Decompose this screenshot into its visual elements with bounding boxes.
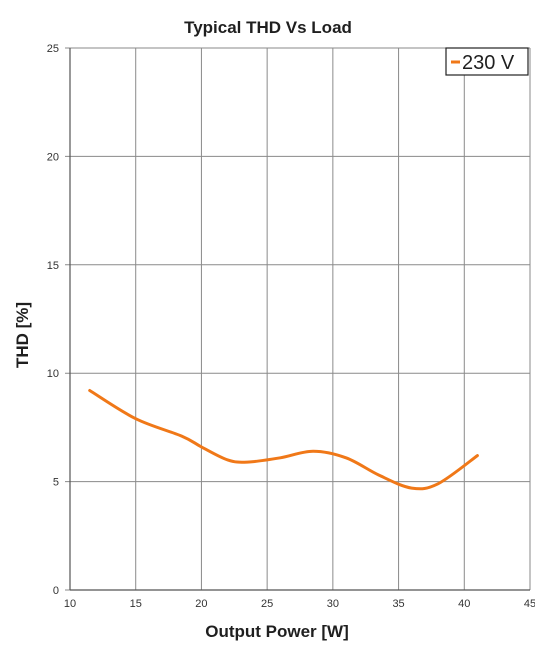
legend-label-230v: 230 V: [462, 52, 515, 74]
tick-labels: 10 15 20 25 30 35 40 45 0 5 10 15 20 25: [47, 43, 535, 610]
y-tick-label: 5: [53, 477, 59, 489]
x-tick-label: 35: [392, 598, 404, 610]
x-axis-title: Output Power [W]: [205, 622, 349, 641]
x-tick-label: 15: [130, 598, 142, 610]
series-layer: [88, 389, 479, 491]
y-tick-label: 0: [53, 585, 59, 597]
x-tick-label: 10: [64, 598, 76, 610]
y-axis-title: THD [%]: [13, 302, 32, 368]
grid-lines: [65, 47, 531, 591]
y-tick-label: 25: [47, 43, 59, 55]
legend: 230 V: [445, 47, 529, 76]
x-tick-label: 25: [261, 598, 273, 610]
y-tick-label: 10: [47, 368, 59, 380]
x-tick-label: 30: [327, 598, 339, 610]
y-tick-label: 20: [47, 151, 59, 163]
x-tick-label: 20: [195, 598, 207, 610]
y-tick-label: 15: [47, 260, 59, 272]
x-tick-label: 40: [458, 598, 470, 610]
series-line-230v: [88, 389, 479, 491]
chart-title: Typical THD Vs Load: [184, 18, 352, 37]
x-tick-label: 45: [524, 598, 535, 610]
